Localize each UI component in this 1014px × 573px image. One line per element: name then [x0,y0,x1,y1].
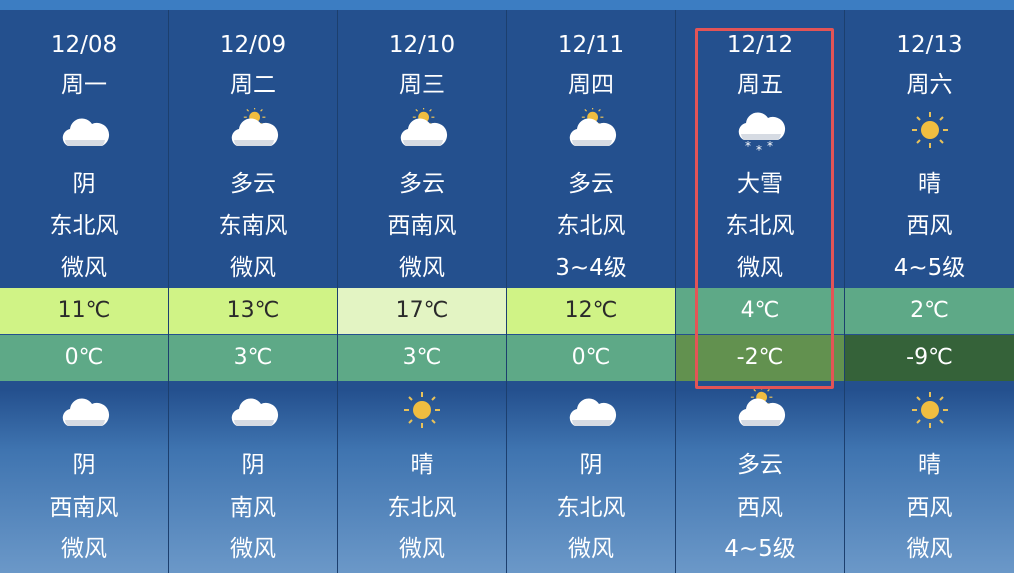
day-wind-level: 微风 [61,255,107,281]
partly-cloudy-icon [565,108,617,152]
date: 12/11 [557,32,625,58]
low-temp: 0℃ [507,335,675,381]
cloudy-icon [569,398,617,426]
forecast-grid: 12/08 周一阴东北风 微风 11℃ 0℃ 阴西南风 微风 12/09 周二 多云 东南风 微风 13… [0,10,1014,573]
day-column[interactable]: 12/11 周四 多云 东北风 3~4级 12℃ 0℃ 阴东北风 微风 [507,10,676,573]
night-weather: 多云 [737,452,783,478]
cloudy-icon [62,398,110,426]
weekday: 周五 [737,72,783,98]
high-temp: 12℃ [507,288,675,334]
high-temp: 17℃ [338,288,506,334]
day-weather: 多云 [399,171,445,197]
night-wind-level: 微风 [568,536,614,562]
night-weather: 阴 [579,452,603,478]
weekday: 周二 [230,72,276,98]
weekday: 周三 [399,72,445,98]
high-temp: 4℃ [676,288,844,334]
night-wind-level: 4~5级 [724,536,796,562]
night-wind-direction: 西南风 [49,495,119,521]
high-temp: 13℃ [169,288,337,334]
date: 12/12 [726,32,794,58]
high-temp: 2℃ [845,288,1014,334]
night-wind-level: 微风 [230,536,276,562]
night-wind-direction: 南风 [230,495,276,521]
day-column[interactable]: 12/08 周一阴东北风 微风 11℃ 0℃ 阴西南风 微风 [0,10,169,573]
day-wind-direction: 东北风 [49,213,119,239]
day-wind-level: 微风 [399,255,445,281]
low-temp: -9℃ [845,335,1014,381]
date: 12/09 [219,32,287,58]
cloudy-icon [62,118,110,146]
day-wind-level: 微风 [737,255,783,281]
partly-cloudy-icon [227,108,279,152]
low-temp: 3℃ [169,335,337,381]
night-weather: 晴 [410,452,434,478]
day-weather: 阴 [72,171,96,197]
top-bar [0,0,1014,10]
night-weather: 阴 [72,452,96,478]
weekday: 周一 [61,72,107,98]
high-temp: 11℃ [0,288,168,334]
night-wind-direction: 西风 [906,495,953,521]
night-weather: 晴 [918,452,941,478]
day-weather: 多云 [568,171,614,197]
day-wind-direction: 西风 [906,213,953,239]
day-weather: 大雪 [737,171,783,197]
night-wind-direction: 东北风 [387,495,457,521]
night-wind-level: 微风 [906,536,953,562]
night-wind-level: 微风 [399,536,445,562]
sunny-icon [910,111,949,149]
partly-cloudy-icon [734,388,786,432]
day-column[interactable]: 12/09 周二 多云 东南风 微风 13℃ 3℃ 阴南风 微风 [169,10,338,573]
night-wind-direction: 西风 [737,495,783,521]
day-wind-level: 微风 [230,255,276,281]
weekday: 周四 [568,72,614,98]
night-wind-level: 微风 [61,536,107,562]
sunny-icon [403,391,441,429]
day-wind-direction: 东北风 [556,213,626,239]
date: 12/13 [896,32,963,58]
low-temp: -2℃ [676,335,844,381]
heavy-snow-icon [734,108,786,152]
day-wind-direction: 东北风 [725,213,795,239]
sunny-icon [910,391,949,429]
day-column[interactable]: 12/10 周三 多云 西南风 微风 17℃ 3℃ 晴东北风 微风 [338,10,507,573]
day-weather: 晴 [918,171,941,197]
day-wind-direction: 西南风 [387,213,457,239]
weekday: 周六 [906,72,953,98]
date: 12/10 [388,32,456,58]
day-wind-level: 3~4级 [555,255,627,281]
low-temp: 0℃ [0,335,168,381]
cloudy-icon [231,398,279,426]
day-weather: 多云 [230,171,276,197]
day-column[interactable]: 12/13 周六晴西风 4~5级 2℃ -9℃ 晴西风 微风 [845,10,1014,573]
night-weather: 阴 [241,452,265,478]
day-wind-level: 4~5级 [893,255,966,281]
night-wind-direction: 东北风 [556,495,626,521]
low-temp: 3℃ [338,335,506,381]
day-wind-direction: 东南风 [218,213,288,239]
date: 12/08 [50,32,118,58]
day-column[interactable]: 12/12 周五大雪东北风微风 4℃ -2℃ 多云西风 4~5级 [676,10,845,573]
partly-cloudy-icon [396,108,448,152]
